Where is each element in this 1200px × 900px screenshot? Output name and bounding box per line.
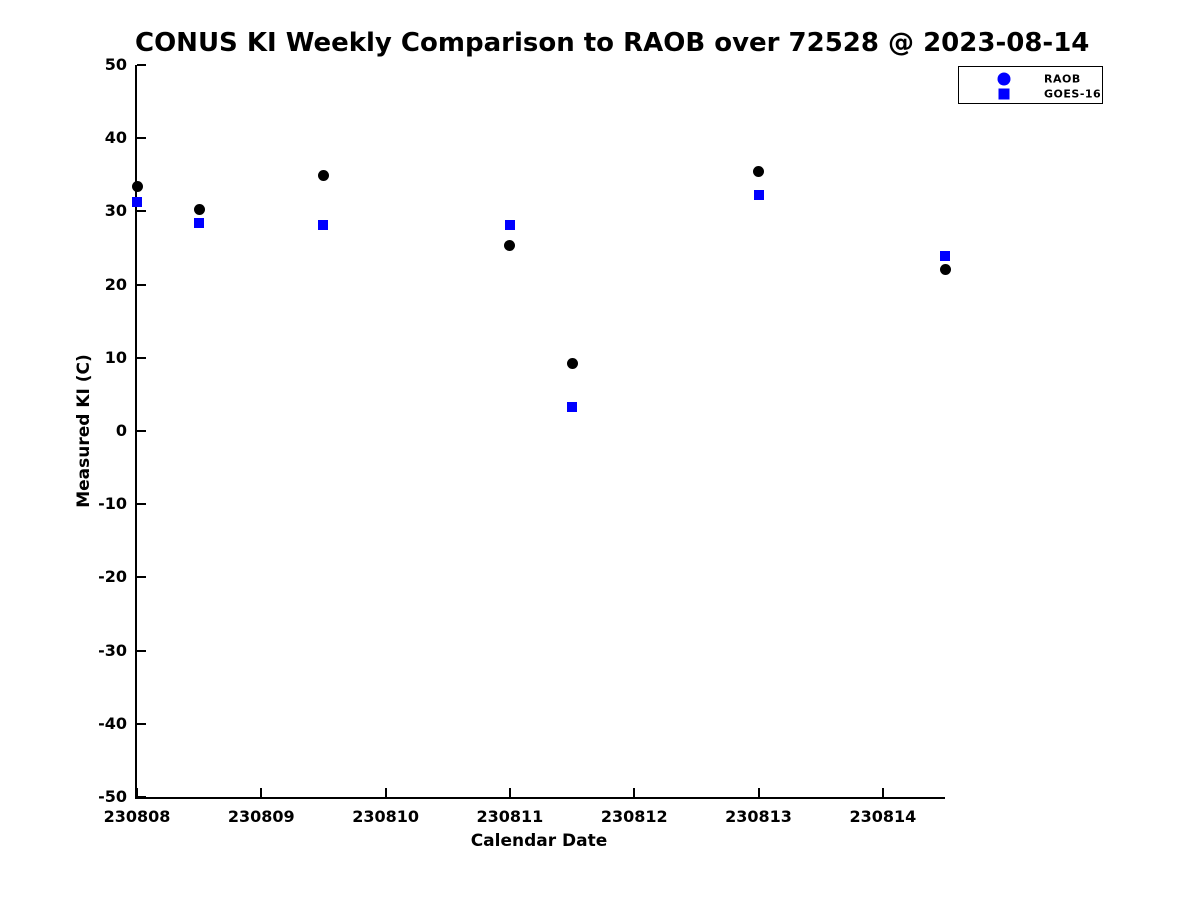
data-point-raob (504, 239, 516, 251)
y-tick (137, 503, 146, 506)
y-tick (137, 722, 146, 725)
goes-16-legend-marker-icon (998, 88, 1010, 99)
x-tick-label: 230814 (849, 807, 917, 826)
y-tick (137, 576, 146, 579)
y-tick (137, 283, 146, 286)
legend-row-raob: RAOB (959, 71, 1102, 86)
data-point-goes-16 (318, 219, 329, 230)
x-tick (881, 788, 884, 797)
data-point-raob (131, 181, 143, 192)
legend-label: RAOB (1044, 72, 1081, 85)
x-tick-label: 230813 (725, 807, 792, 826)
y-tick (137, 430, 146, 432)
data-point-raob (317, 170, 329, 182)
x-tick-label: 230811 (476, 807, 544, 826)
data-point-raob (193, 203, 205, 215)
data-point-goes-16 (504, 219, 515, 230)
y-tick-label: 0 (115, 421, 127, 440)
legend-row-goes-16: GOES-16 (959, 86, 1102, 101)
x-tick-label: 230810 (352, 807, 419, 826)
x-axis-label: Calendar Date (470, 831, 608, 851)
data-point-goes-16 (567, 401, 578, 412)
y-tick-label: 40 (104, 128, 127, 148)
x-tick-label: 230809 (227, 807, 295, 826)
y-tick-label: 30 (104, 201, 127, 221)
y-tick-label: -10 (98, 494, 127, 514)
y-tick-label: 50 (104, 55, 127, 74)
y-tick-label: 10 (104, 347, 127, 367)
x-tick (757, 788, 760, 797)
y-tick (137, 210, 146, 213)
raob-legend-marker-icon (997, 72, 1011, 85)
legend: RAOB GOES-16 (958, 66, 1103, 104)
data-point-raob (753, 166, 765, 178)
x-tick (260, 788, 263, 797)
y-tick-label: 20 (104, 274, 127, 294)
data-point-goes-16 (132, 196, 142, 207)
y-tick-label: -50 (98, 787, 127, 806)
chart-title: CONUS KI Weekly Comparison to RAOB over … (135, 28, 1090, 58)
y-tick (137, 64, 146, 66)
legend-label: GOES-16 (1044, 87, 1102, 100)
data-point-goes-16 (753, 189, 764, 200)
y-tick-label: -40 (98, 713, 127, 733)
data-point-goes-16 (940, 251, 950, 262)
y-tick (137, 356, 146, 359)
data-point-goes-16 (194, 218, 205, 229)
y-tick-label: -20 (98, 567, 127, 587)
data-point-raob (566, 358, 578, 370)
x-tick-label: 230808 (103, 807, 171, 826)
y-tick (137, 649, 146, 652)
y-tick (137, 137, 146, 140)
x-tick (136, 788, 138, 797)
y-tick (137, 796, 146, 798)
y-tick-label: -30 (98, 640, 127, 660)
x-tick (633, 788, 636, 797)
x-tick (508, 788, 511, 797)
plot-area: 50 40 30 20 10 0 -10 -20 -30 -40 -50 230808 230809 23… (98, 56, 951, 826)
x-tick (384, 788, 387, 797)
y-axis-label: Measured KI (C) (74, 354, 94, 508)
data-point-raob (939, 264, 951, 276)
x-tick-label: 230812 (600, 807, 668, 826)
